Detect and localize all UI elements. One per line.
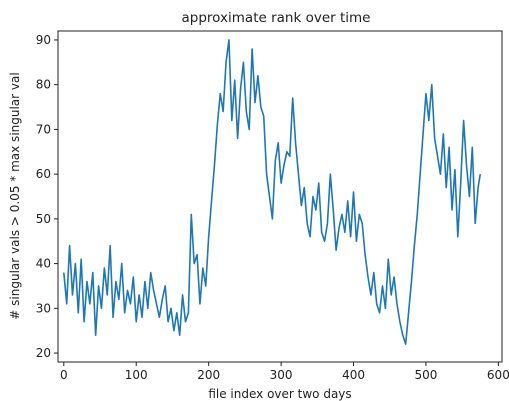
rank-series-line xyxy=(62,39,482,345)
y-tick-label: 40 xyxy=(36,257,51,271)
x-tick-label: 600 xyxy=(487,368,509,382)
x-tick-label: 200 xyxy=(197,368,220,382)
y-axis-ticks: 20 30 40 50 60 70 80 90 xyxy=(36,33,58,360)
x-axis-label: file index over two days xyxy=(208,387,351,401)
plot-area xyxy=(57,30,503,363)
y-tick-label: 30 xyxy=(36,301,51,315)
chart-title: approximate rank over time xyxy=(182,10,371,26)
y-tick-label: 50 xyxy=(36,212,51,226)
x-tick-label: 0 xyxy=(60,368,68,382)
x-tick-label: 500 xyxy=(414,368,437,382)
y-tick-label: 70 xyxy=(36,122,51,136)
x-tick-label: 100 xyxy=(125,368,148,382)
y-tick-label: 80 xyxy=(36,78,51,92)
x-tick-label: 400 xyxy=(342,368,365,382)
x-tick-label: 300 xyxy=(270,368,293,382)
y-tick-label: 90 xyxy=(36,33,51,47)
y-axis-label: # singular vals > 0.05 * max singular va… xyxy=(8,72,22,319)
y-tick-label: 60 xyxy=(36,167,51,181)
y-tick-label: 20 xyxy=(36,346,51,360)
x-axis-ticks: 0 100 200 300 400 500 600 xyxy=(60,362,509,382)
